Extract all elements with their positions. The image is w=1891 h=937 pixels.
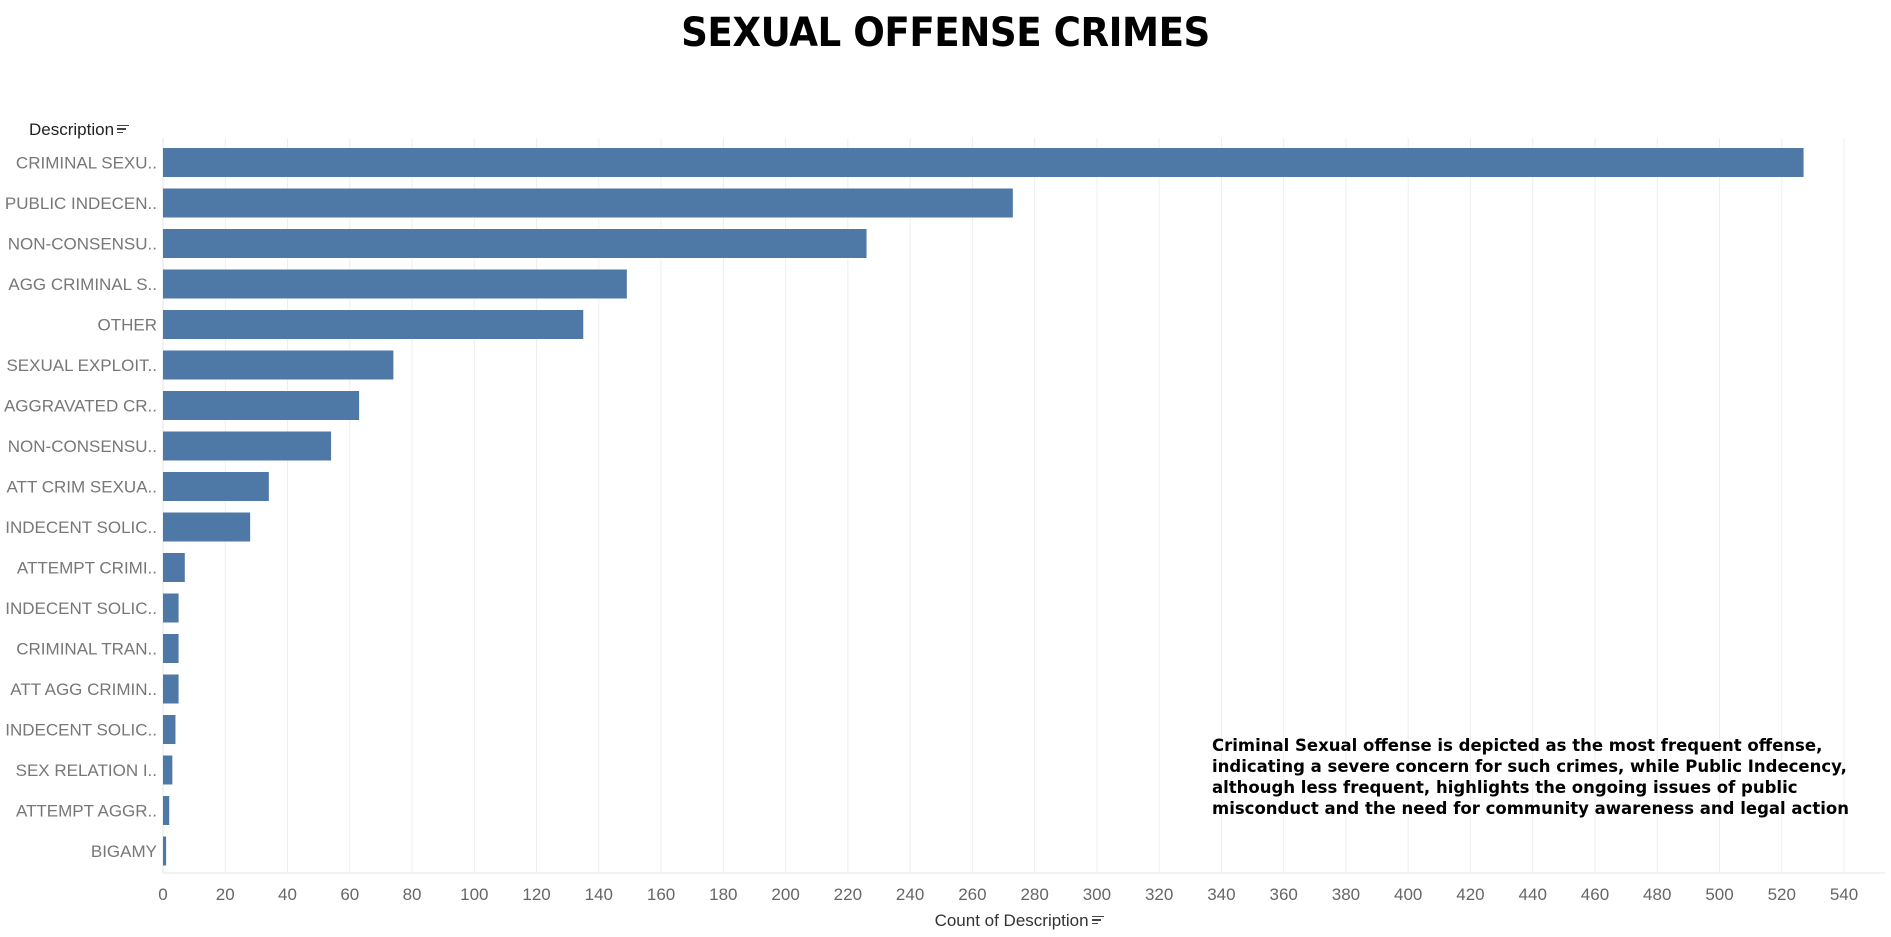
x-tick-label: 100 <box>460 885 488 904</box>
x-tick-label: 180 <box>709 885 737 904</box>
x-tick-label: 240 <box>896 885 924 904</box>
bar[interactable] <box>163 188 1013 218</box>
bar[interactable] <box>163 350 394 380</box>
gridlines <box>162 138 1885 874</box>
x-tick-label: 60 <box>340 885 359 904</box>
bar[interactable] <box>163 836 167 866</box>
category-label: ATTEMPT AGGR.. <box>16 802 157 821</box>
category-label: AGGRAVATED CR.. <box>4 397 157 416</box>
x-tick-label: 200 <box>771 885 799 904</box>
category-label: BIGAMY <box>91 842 157 861</box>
x-tick-label: 220 <box>834 885 862 904</box>
x-tick-label: 480 <box>1643 885 1671 904</box>
bar[interactable] <box>163 512 251 542</box>
category-label: OTHER <box>98 316 158 335</box>
category-label: NON-CONSENSU.. <box>8 437 157 456</box>
category-label: PUBLIC INDECEN.. <box>5 194 157 213</box>
x-tick-label: 120 <box>522 885 550 904</box>
x-tick-label: 500 <box>1705 885 1733 904</box>
bar[interactable] <box>163 472 269 501</box>
x-tick-label: 0 <box>158 885 167 904</box>
x-tick-label: 20 <box>216 885 235 904</box>
annotation-line: Criminal Sexual offense is depicted as t… <box>1212 736 1823 755</box>
annotation-line: indicating a severe concern for such cri… <box>1212 757 1847 776</box>
sort-icon[interactable] <box>1091 915 1104 926</box>
x-axis-title: Count of Description <box>934 911 1089 930</box>
x-tick-label: 340 <box>1207 885 1235 904</box>
category-label: SEX RELATION I.. <box>16 761 157 780</box>
x-tick-label: 300 <box>1083 885 1111 904</box>
category-label: AGG CRIMINAL S.. <box>8 275 157 294</box>
bar[interactable] <box>163 674 179 704</box>
x-tick-label: 380 <box>1332 885 1360 904</box>
bar[interactable] <box>163 229 867 258</box>
bar[interactable] <box>163 148 1804 177</box>
bar[interactable] <box>163 431 332 461</box>
x-tick-label: 280 <box>1020 885 1048 904</box>
category-labels: CRIMINAL SEXU.. PUBLIC INDECEN.. NON-CONSE… <box>4 154 157 862</box>
annotation-text: Criminal Sexual offense is depicted as t… <box>1212 735 1852 819</box>
annotation-line: although less frequent, highlights the o… <box>1212 778 1798 797</box>
x-tick-label: 440 <box>1519 885 1547 904</box>
bar[interactable] <box>163 715 176 744</box>
x-tick-label: 80 <box>403 885 422 904</box>
category-label: INDECENT SOLIC.. <box>5 518 157 537</box>
category-label: INDECENT SOLIC.. <box>5 721 157 740</box>
category-label: ATTEMPT CRIMI.. <box>17 559 157 578</box>
x-tick-label: 160 <box>647 885 675 904</box>
category-label: ATT AGG CRIMIN.. <box>10 680 157 699</box>
category-label: CRIMINAL TRAN.. <box>16 640 157 659</box>
x-tick-label: 360 <box>1269 885 1297 904</box>
x-tick-label: 260 <box>958 885 986 904</box>
x-tick-label: 320 <box>1145 885 1173 904</box>
chart-title: SEXUAL OFFENSE CRIMES <box>681 10 1210 56</box>
x-tick-label: 520 <box>1768 885 1796 904</box>
bar[interactable] <box>163 593 179 623</box>
bar[interactable] <box>163 634 179 663</box>
category-label: INDECENT SOLIC.. <box>5 599 157 618</box>
category-label: ATT CRIM SEXUA.. <box>6 478 157 497</box>
bar[interactable] <box>163 391 360 420</box>
bar[interactable] <box>163 310 584 339</box>
category-label: CRIMINAL SEXU.. <box>16 154 157 173</box>
bars <box>163 148 1804 866</box>
x-tick-label: 140 <box>585 885 613 904</box>
x-tick-label: 40 <box>278 885 297 904</box>
x-tick-label: 460 <box>1581 885 1609 904</box>
sort-icon[interactable] <box>117 124 130 135</box>
category-label: SEXUAL EXPLOIT.. <box>6 356 157 375</box>
bar[interactable] <box>163 796 170 825</box>
y-axis-title: Description <box>29 120 115 139</box>
x-tick-label: 540 <box>1830 885 1858 904</box>
x-tick-label: 400 <box>1394 885 1422 904</box>
bar[interactable] <box>163 755 173 785</box>
x-tick-label: 420 <box>1456 885 1484 904</box>
x-axis-ticks: 0 20 40 60 80 100 120 140 160 180 200 220 240 260 280 3… <box>158 885 1858 904</box>
x-axis-title-group[interactable]: Count of Description <box>935 911 1104 931</box>
annotation-line: misconduct and the need for community aw… <box>1212 799 1849 818</box>
category-label: NON-CONSENSU.. <box>8 235 157 254</box>
bar[interactable] <box>163 269 627 299</box>
bar[interactable] <box>163 553 185 582</box>
y-axis-header[interactable]: Description <box>29 120 130 140</box>
